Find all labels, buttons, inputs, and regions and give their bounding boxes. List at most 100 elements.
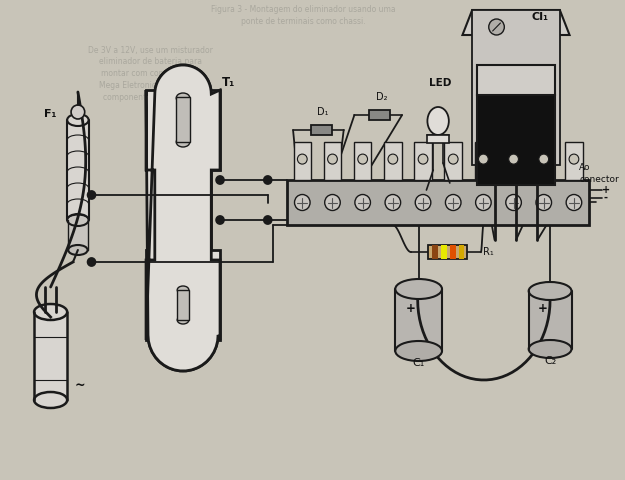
Circle shape [148,299,218,371]
Circle shape [328,154,338,164]
Circle shape [569,154,579,164]
Bar [177,290,189,320]
Bar [311,125,332,135]
Circle shape [216,176,224,184]
Circle shape [294,194,310,211]
Circle shape [415,194,431,211]
Text: D₁: D₁ [318,107,329,117]
Bar [155,160,211,260]
Bar [395,289,442,351]
Circle shape [71,105,85,119]
Bar [34,312,67,400]
Text: D₂: D₂ [376,92,388,102]
Circle shape [446,194,461,211]
Circle shape [88,191,96,199]
Text: montar com componentes: montar com componentes [101,70,201,79]
Bar [146,90,220,170]
Circle shape [448,154,458,164]
Circle shape [489,19,504,35]
Ellipse shape [395,341,442,361]
Text: eliminador de bateria para: eliminador de bateria para [99,58,202,67]
Circle shape [418,154,428,164]
Bar [146,250,220,340]
Text: +: + [601,185,609,195]
Text: F₁: F₁ [44,109,57,119]
Ellipse shape [34,304,67,320]
Circle shape [357,154,367,164]
Bar [441,245,447,259]
Bar [369,110,391,120]
Bar [67,120,89,220]
Text: componentes eletronicos: componentes eletronicos [102,94,199,103]
Text: De 3V a 12V, use um misturador: De 3V a 12V, use um misturador [89,46,213,55]
Ellipse shape [529,340,571,358]
Bar [477,65,555,95]
Bar [565,142,582,180]
Circle shape [216,216,224,224]
Bar [354,142,371,180]
Circle shape [88,258,96,266]
Text: R₁: R₁ [483,247,494,257]
Bar [450,245,456,259]
Text: CI₁: CI₁ [532,12,549,22]
Ellipse shape [428,107,449,135]
Text: -: - [604,193,608,203]
Bar [505,142,522,180]
Ellipse shape [68,245,88,255]
Text: C₂: C₂ [544,356,556,366]
Circle shape [325,194,340,211]
Ellipse shape [67,214,89,226]
Text: +: + [538,301,548,314]
Bar [529,291,571,349]
Ellipse shape [395,279,442,299]
Circle shape [264,216,272,224]
Ellipse shape [34,392,67,408]
Text: LED: LED [429,78,451,88]
Circle shape [506,194,521,211]
Ellipse shape [176,137,190,147]
Text: +: + [406,301,416,314]
Circle shape [155,65,211,123]
Ellipse shape [176,93,190,103]
Circle shape [264,176,272,184]
Bar [68,220,88,250]
Text: Ao: Ao [579,164,591,172]
Ellipse shape [177,286,189,294]
Bar [432,245,438,259]
Bar [177,290,189,320]
Text: ponte de terminais como chassi.: ponte de terminais como chassi. [241,17,366,26]
Bar [147,96,219,164]
Circle shape [536,194,551,211]
Circle shape [566,194,582,211]
Polygon shape [472,10,560,165]
Text: T₁: T₁ [222,75,236,88]
Bar [477,95,555,185]
Polygon shape [146,65,220,371]
Ellipse shape [529,282,571,300]
Text: componentes: componentes [422,197,474,206]
Bar [288,180,589,225]
Ellipse shape [177,316,189,324]
Bar [176,97,190,142]
Bar [428,245,468,259]
Text: C₁: C₁ [412,358,425,368]
Bar [294,142,311,180]
Bar [474,142,492,180]
Bar [147,256,219,334]
Circle shape [298,154,307,164]
Bar [428,135,449,143]
Circle shape [355,194,371,211]
Text: Figura 3 - Montagem do eliminador usando uma: Figura 3 - Montagem do eliminador usando… [211,5,396,14]
Bar [414,142,432,180]
Bar [459,245,464,259]
Bar [535,142,552,180]
Polygon shape [462,10,569,35]
Text: ~: ~ [74,379,85,392]
Text: Mega Eletronica e Robotica: Mega Eletronica e Robotica [99,82,203,91]
Ellipse shape [67,114,89,126]
Bar [176,97,190,142]
Bar [384,142,402,180]
Circle shape [385,194,401,211]
Bar [156,166,210,254]
Circle shape [388,154,398,164]
